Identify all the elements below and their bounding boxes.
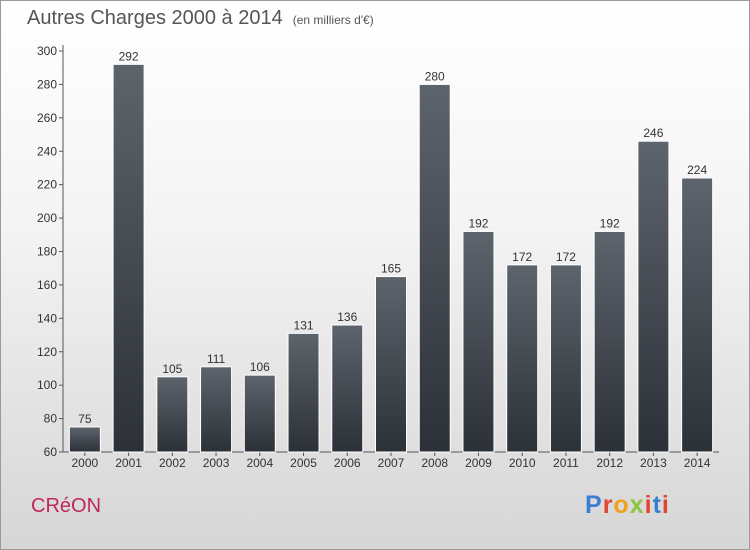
bar-2014 (681, 177, 714, 453)
bar-2002 (156, 376, 189, 453)
data-label-2004: 106 (250, 360, 270, 374)
x-tick-label-2011: 2011 (553, 456, 579, 470)
x-tick-label-2000: 2000 (72, 456, 99, 470)
logo-letter: t (652, 491, 662, 519)
data-label-2013: 246 (643, 126, 663, 140)
chart-title: Autres Charges 2000 à 2014 (en milliers d… (27, 7, 374, 30)
x-tick-label-2008: 2008 (421, 456, 448, 470)
x-tick-label-2002: 2002 (159, 456, 186, 470)
data-label-2007: 165 (381, 262, 401, 276)
data-label-2000: 75 (78, 412, 92, 426)
logo-letter: i (644, 491, 653, 519)
x-tick-label-2009: 2009 (465, 456, 492, 470)
commune-name: CRéON (31, 495, 102, 517)
logo-letter: o (613, 491, 630, 519)
x-tick-label-2013: 2013 (640, 456, 667, 470)
data-label-2012: 192 (600, 216, 620, 230)
chart-unit-text: (en milliers d'€) (292, 13, 374, 27)
logo-letter: i (661, 491, 670, 519)
bar-2007 (375, 276, 407, 453)
x-tick-label-2003: 2003 (203, 456, 230, 470)
bar-2012 (593, 230, 626, 453)
y-tick-label: 200 (37, 211, 57, 225)
data-label-2009: 192 (468, 216, 488, 230)
data-label-2008: 280 (425, 69, 445, 83)
data-label-2001: 292 (119, 49, 139, 63)
proxiti-logo[interactable]: Proxiti (585, 491, 670, 520)
bar-2003 (200, 366, 233, 453)
chart-y-tick-labels: 60 80 100 120 140 160 180 200 220 240 260 280 300 (37, 44, 57, 459)
x-tick-label-2014: 2014 (684, 456, 711, 470)
y-tick-label: 120 (37, 345, 57, 359)
bar-2011 (549, 264, 582, 453)
x-tick-label-2005: 2005 (290, 456, 317, 470)
x-tick-label-2010: 2010 (509, 456, 536, 470)
y-tick-label: 300 (37, 44, 57, 58)
logo-letter: r (602, 491, 614, 519)
bar-2013 (637, 140, 670, 453)
x-tick-label-2007: 2007 (378, 456, 405, 470)
y-tick-label: 140 (37, 311, 57, 325)
x-tick-label-2004: 2004 (246, 456, 273, 470)
chart-bars (68, 63, 714, 453)
data-label-2014: 224 (687, 163, 707, 177)
y-tick-label: 80 (44, 412, 58, 426)
chart-data-labels: 75 292 105 111 106 131 136 165 280 192 172 172 192 24… (78, 49, 707, 426)
logo-letter: x (629, 491, 645, 519)
y-tick-label: 260 (37, 111, 57, 125)
x-tick-label-2001: 2001 (115, 456, 142, 470)
bar-2010 (506, 264, 539, 453)
chart-x-tick-labels: 2000 2001 2002 2003 2004 2005 2006 2007 2008 2009… (72, 456, 711, 470)
bar-2006 (331, 324, 364, 453)
y-tick-label: 280 (37, 77, 57, 91)
data-label-2002: 105 (162, 362, 182, 376)
logo-letter: P (585, 491, 603, 519)
data-label-2005: 131 (294, 318, 314, 332)
bar-2009 (462, 230, 495, 453)
data-label-2006: 136 (337, 310, 357, 324)
bar-2008 (418, 83, 451, 453)
y-tick-label: 240 (37, 144, 57, 158)
chart-title-text: Autres Charges 2000 à 2014 (27, 7, 283, 29)
bar-2001 (112, 63, 145, 453)
y-tick-label: 220 (37, 178, 57, 192)
bar-2000 (68, 426, 101, 453)
bar-2005 (287, 332, 320, 453)
x-tick-label-2012: 2012 (596, 456, 623, 470)
y-tick-label: 100 (37, 378, 57, 392)
data-label-2010: 172 (512, 250, 532, 264)
y-tick-label: 60 (44, 445, 58, 459)
data-label-2011: 172 (556, 250, 576, 264)
x-tick-label-2006: 2006 (334, 456, 361, 470)
data-label-2003: 111 (207, 352, 226, 366)
bar-2004 (243, 374, 276, 453)
y-tick-label: 180 (37, 245, 57, 259)
y-tick-label: 160 (37, 278, 57, 292)
